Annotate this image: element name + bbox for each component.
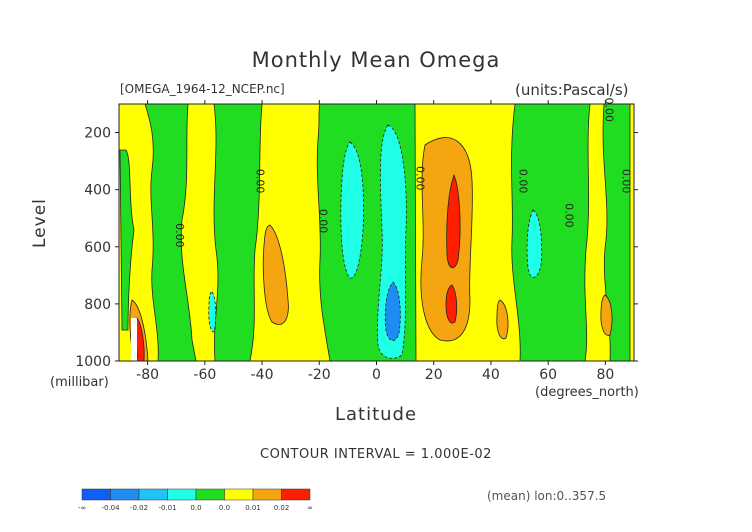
contour-label: 0.00 [517, 169, 530, 194]
x-tick-label: -20 [308, 367, 331, 383]
x-tick-label: 40 [482, 367, 500, 383]
legend-label: -0.01 [158, 504, 176, 512]
x-tick-label: -80 [136, 367, 159, 383]
contour-label: 0.00 [602, 97, 615, 122]
legend-swatch [224, 488, 254, 501]
x-tick-label: -60 [193, 367, 216, 383]
file-label: [OMEGA_1964-12_NCEP.nc] [120, 82, 285, 96]
legend-swatch [167, 488, 197, 501]
color-legend: -∞ -0.04 -0.02 -0.01 0.0 0.0 0.01 0.02 ∞ [78, 488, 313, 512]
contour-interval-note: CONTOUR INTERVAL = 1.000E-02 [260, 447, 492, 462]
legend-label: 0.01 [245, 504, 261, 512]
x-axis-ticks: -80 -60 -40 -20 0 20 40 60 80 [136, 100, 614, 383]
y-axis-units: (millibar) [50, 375, 109, 390]
x-axis-units: (degrees_north) [535, 385, 639, 400]
y-tick-label: 1000 [75, 354, 111, 370]
green-region-east [511, 103, 591, 362]
contour-label: 0.00 [253, 169, 266, 194]
x-axis-label: Latitude [334, 404, 418, 425]
mean-longitude-note: (mean) lon:0..357.5 [487, 489, 607, 503]
legend-label: 0.0 [190, 504, 201, 512]
legend-swatch [138, 488, 168, 501]
chart-title: Monthly Mean Omega [251, 48, 501, 72]
green-region-narrow-west [119, 149, 135, 331]
legend-label: -0.02 [130, 504, 148, 512]
legend-swatch [110, 488, 140, 501]
contour-labels: 0.00 0.00 0.00 0.00 0.00 0.00 0.00 0.00 [173, 97, 632, 247]
legend-label: -0.04 [101, 504, 120, 512]
y-axis-ticks: 200 400 600 800 1000 [75, 126, 638, 370]
y-tick-label: 400 [84, 183, 111, 199]
x-tick-label: 60 [539, 367, 557, 383]
contour-label: 0.00 [173, 223, 186, 248]
red-regions [135, 173, 461, 362]
plot-area [118, 103, 635, 362]
x-tick-label: 20 [425, 367, 443, 383]
green-region-far-east [602, 103, 631, 362]
x-tick-label: 0 [372, 367, 381, 383]
cyan-region-subtropics [340, 141, 364, 279]
x-tick-label: -40 [251, 367, 274, 383]
y-tick-label: 600 [84, 240, 111, 256]
contour-label: 0.00 [562, 203, 575, 228]
legend-label: ∞ [307, 504, 313, 512]
orange-region-far-east [600, 294, 613, 336]
y-tick-label: 800 [84, 297, 111, 313]
masked-region [131, 318, 137, 361]
contour-label: 0.00 [414, 166, 427, 191]
legend-label: -∞ [78, 504, 86, 512]
y-tick-label: 200 [84, 126, 111, 142]
contour-label: 0.00 [620, 169, 633, 194]
blue-region [384, 281, 401, 341]
cyan-region-east [526, 209, 543, 278]
red-region-lower [445, 284, 458, 324]
legend-swatch [81, 488, 111, 501]
legend-label: 0.02 [274, 504, 290, 512]
contour-label: 0.00 [316, 209, 329, 234]
legend-swatch [252, 488, 282, 501]
legend-label: 0.0 [219, 504, 230, 512]
green-region-west [144, 103, 197, 362]
cyan-region-south [208, 291, 217, 333]
red-region-upper [446, 173, 461, 269]
units-label: (units:Pascal/s) [515, 81, 629, 99]
legend-swatch [195, 488, 225, 501]
legend-swatch [281, 488, 311, 501]
orange-region-southern [262, 224, 289, 325]
orange-region-east [496, 299, 509, 340]
x-tick-label: 80 [596, 367, 614, 383]
